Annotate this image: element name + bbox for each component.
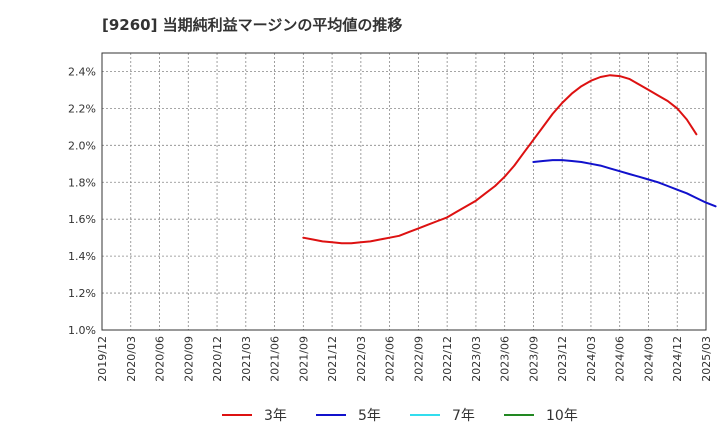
x-tick-label: 2020/09 — [182, 336, 195, 382]
y-tick-label: 2.0% — [68, 139, 96, 152]
y-tick-label: 1.8% — [68, 176, 96, 189]
legend: 3年 5年 7年 10年 — [222, 408, 578, 424]
x-tick-label: 2020/03 — [125, 336, 138, 382]
series-line-5年 — [532, 159, 717, 208]
x-tick-label: 2024/06 — [614, 336, 627, 382]
y-axis-ticks: 1.0% 1.2% 1.4% 1.6% 1.8% 2.0% 2.2% 2.4% — [68, 65, 96, 337]
y-tick-label: 1.6% — [68, 213, 96, 226]
legend-label: 5年 — [358, 408, 381, 424]
grid-lines — [102, 53, 706, 330]
x-tick-label: 2020/06 — [154, 336, 167, 382]
y-tick-label: 1.2% — [68, 287, 96, 300]
x-tick-label: 2023/09 — [527, 336, 540, 382]
x-tick-label: 2023/12 — [556, 336, 569, 382]
x-tick-label: 2024/03 — [585, 336, 598, 382]
x-tick-label: 2025/03 — [700, 336, 713, 382]
plot-area-frame — [101, 52, 707, 331]
x-tick-label: 2021/06 — [269, 336, 282, 382]
x-tick-label: 2024/12 — [671, 336, 684, 382]
x-tick-label: 2022/09 — [412, 336, 425, 382]
y-tick-label: 2.4% — [68, 65, 96, 78]
y-tick-label: 1.0% — [68, 324, 96, 337]
x-tick-label: 2022/03 — [355, 336, 368, 382]
y-tick-label: 1.4% — [68, 250, 96, 263]
x-tick-label: 2021/03 — [240, 336, 253, 382]
x-tick-label: 2023/03 — [470, 336, 483, 382]
x-tick-label: 2019/12 — [96, 336, 109, 382]
legend-label: 10年 — [546, 408, 578, 424]
series-lines — [302, 74, 717, 245]
legend-label: 7年 — [452, 408, 475, 424]
y-tick-label: 2.2% — [68, 102, 96, 115]
x-tick-label: 2022/06 — [384, 336, 397, 382]
x-tick-label: 2020/12 — [211, 336, 224, 382]
x-tick-label: 2022/12 — [441, 336, 454, 382]
chart-title: [9260] 当期純利益マージンの平均値の推移 — [102, 16, 403, 34]
x-axis-ticks: 2019/12 2020/03 2020/06 2020/09 2020/12 2021/… — [96, 336, 713, 382]
x-tick-label: 2024/09 — [642, 336, 655, 382]
x-tick-label: 2023/06 — [499, 336, 512, 382]
x-tick-label: 2021/09 — [297, 336, 310, 382]
series-line-3年 — [302, 74, 698, 245]
legend-label: 3年 — [264, 408, 287, 424]
x-tick-label: 2021/12 — [326, 336, 339, 382]
